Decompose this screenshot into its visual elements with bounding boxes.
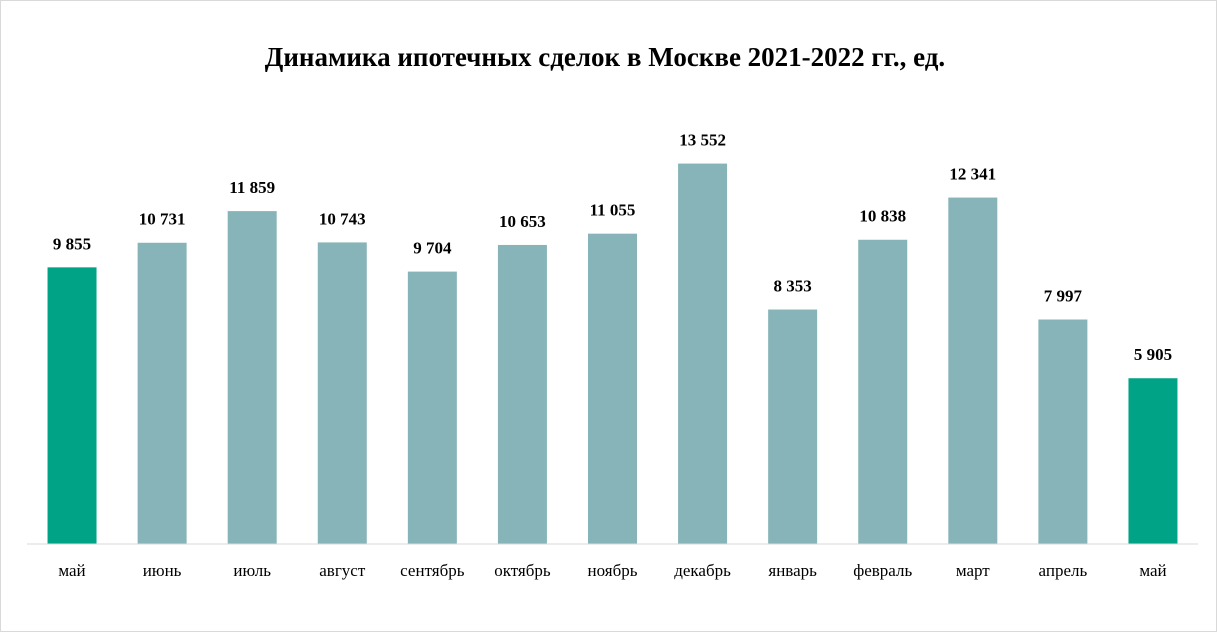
bar bbox=[1128, 378, 1178, 544]
value-label: 10 838 bbox=[859, 207, 906, 226]
value-label: 10 743 bbox=[319, 209, 366, 228]
value-label: 11 859 bbox=[229, 178, 275, 197]
value-label: 13 552 bbox=[679, 130, 726, 149]
bar bbox=[407, 271, 457, 544]
x-tick-label: сентябрь bbox=[400, 561, 465, 580]
value-label: 11 055 bbox=[590, 201, 636, 220]
x-tick-label: январь bbox=[768, 561, 817, 580]
value-label: 9 704 bbox=[413, 239, 452, 258]
value-label: 10 731 bbox=[139, 210, 186, 229]
x-tick-label: декабрь bbox=[674, 561, 731, 580]
bar bbox=[317, 242, 367, 544]
value-label: 7 997 bbox=[1044, 286, 1083, 305]
bar bbox=[1038, 319, 1088, 544]
bar bbox=[497, 244, 547, 544]
x-tick-label: октябрь bbox=[494, 561, 551, 580]
x-tick-label: май bbox=[1139, 561, 1166, 580]
value-label: 8 353 bbox=[774, 276, 812, 295]
value-label: 5 905 bbox=[1134, 345, 1172, 364]
x-tick-label: август bbox=[319, 561, 366, 580]
bar bbox=[678, 163, 728, 545]
bar bbox=[47, 267, 97, 544]
value-label: 9 855 bbox=[53, 234, 91, 253]
x-tick-label: февраль bbox=[853, 561, 912, 580]
x-tick-label: июнь bbox=[143, 561, 182, 580]
x-tick-label: ноябрь bbox=[588, 561, 638, 580]
chart-title: Динамика ипотечных сделок в Москве 2021-… bbox=[265, 42, 945, 72]
bar bbox=[768, 309, 818, 544]
bar bbox=[858, 239, 908, 545]
x-tick-label: июль bbox=[233, 561, 271, 580]
bar bbox=[588, 233, 637, 545]
value-label: 10 653 bbox=[499, 212, 546, 231]
value-label: 12 341 bbox=[949, 164, 996, 183]
x-tick-label: апрель bbox=[1039, 561, 1088, 580]
x-tick-label: март bbox=[956, 561, 990, 580]
bar bbox=[948, 197, 998, 544]
x-tick-label: май bbox=[58, 561, 85, 580]
bar bbox=[227, 211, 277, 544]
bar bbox=[137, 242, 187, 544]
